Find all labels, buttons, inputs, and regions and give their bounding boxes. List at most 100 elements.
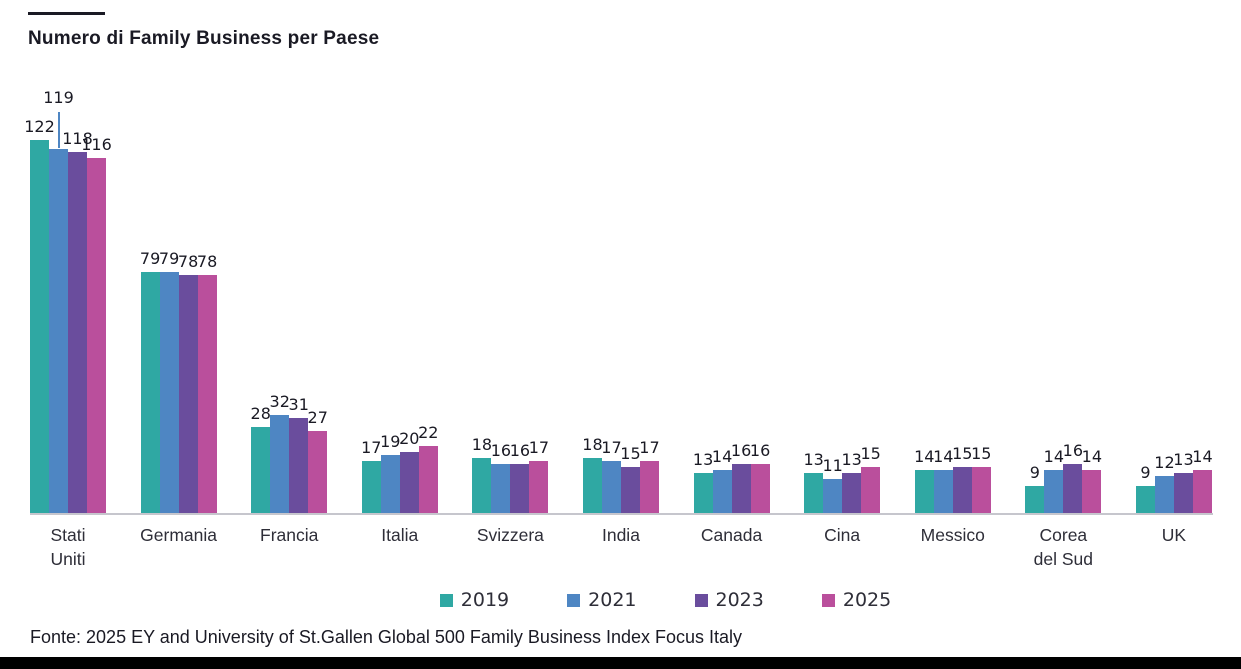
legend-item-2019: 2019 (439, 589, 509, 611)
bar-2021-corea-del-sud: 14 (1044, 449, 1064, 513)
bar-value-label: 16 (749, 441, 771, 461)
bar-2025-cina: 15 (860, 446, 881, 513)
bar-2025-canada: 16 (750, 443, 770, 513)
bar-value-label: 13 (692, 450, 714, 470)
bar-2019-stati-uniti: 122 (24, 119, 55, 513)
x-label-text: Svizzera (476, 525, 544, 545)
bar-2019-canada: 13 (693, 452, 713, 513)
bar-value-label: 17 (639, 438, 660, 457)
bar-value-label: 119 (43, 88, 74, 108)
legend-swatch-icon (821, 593, 835, 607)
bar-value-label: 15 (620, 444, 641, 464)
x-label-germania: Germania (140, 524, 218, 571)
bar-2021-italia: 19 (380, 433, 400, 513)
bar-value-label: 27 (307, 407, 328, 427)
bar-2021-india: 17 (601, 440, 622, 513)
legend-item-2025: 2025 (821, 589, 892, 611)
x-label-text: Cina (824, 525, 861, 545)
x-label-canada: Canada (694, 524, 770, 571)
bar-value-label: 116 (81, 135, 112, 155)
bar-value-label: 19 (380, 431, 401, 451)
bar-2019-italia: 17 (361, 440, 381, 513)
legend-swatch-icon (567, 593, 581, 607)
x-label-text: Italia (381, 525, 419, 545)
x-label-text: Canada (700, 525, 763, 545)
bar-value-label: 16 (509, 441, 531, 461)
x-label-text: Messico (920, 525, 985, 545)
label-leader-line (57, 112, 60, 149)
bar-2025-italia: 22 (418, 424, 438, 513)
x-label-uk: UK (1136, 524, 1212, 571)
legend-label: 2025 (842, 589, 892, 611)
bar-2021-messico: 14 (933, 449, 953, 513)
bar-value-label: 17 (528, 438, 550, 457)
bar-value-label: 12 (1154, 453, 1175, 473)
x-label-cina: Cina (804, 524, 880, 571)
bar-group-india: 18 17 15 17 (582, 73, 660, 513)
bar-2019-corea-del-sud: 9 (1025, 464, 1045, 513)
bar-2019-india: 18 (582, 437, 603, 513)
bar-value-label: 14 (711, 447, 733, 467)
accent-rule (28, 12, 105, 15)
bar-2021-francia: 32 (270, 394, 290, 513)
bar-value-label: 122 (24, 117, 55, 136)
x-label-svizzera: Svizzera (472, 524, 548, 571)
x-label-text: Germania (140, 525, 218, 545)
bar-value-label: 31 (288, 395, 309, 415)
bar-2019-svizzera: 18 (472, 437, 492, 513)
x-axis-line (30, 513, 1213, 515)
bar-value-label: 14 (914, 447, 935, 467)
legend-item-2021: 2021 (567, 589, 637, 611)
bar-value-label: 14 (1081, 447, 1103, 467)
bar-value-label: 14 (1043, 447, 1065, 467)
bar-2023-italia: 20 (399, 430, 419, 513)
bar-value-label: 11 (822, 456, 843, 476)
bar-group-canada: 13 14 16 16 (693, 73, 770, 513)
bar-group-francia: 28 32 31 27 (251, 73, 328, 513)
bar-2021-germania: 79 (159, 250, 179, 513)
bar-value-label: 13 (841, 450, 862, 470)
bar-value-label: 16 (1062, 441, 1084, 461)
bar-group-corea-del-sud: 9 14 16 14 (1025, 73, 1102, 513)
bar-value-label: 14 (1192, 447, 1213, 467)
x-label-text: Corea del Sud (1033, 525, 1094, 569)
bar-group-stati-uniti: 122 119 118 116 (24, 73, 112, 513)
bar-2025-india: 17 (639, 440, 660, 513)
bar-2021-svizzera: 16 (491, 443, 511, 513)
legend-label: 2023 (715, 589, 764, 611)
chart-title: Numero di Family Business per Paese (28, 28, 380, 49)
bar-2019-francia: 28 (251, 406, 271, 513)
plot-area: 122 119 118 116 79 79 78 78 28 32 31 27 17 19 20 22 18 16… (24, 73, 1213, 513)
bar-value-label: 18 (582, 435, 603, 454)
legend-swatch-icon (439, 593, 453, 607)
bar-2023-germania: 78 (178, 253, 198, 513)
bar-value-label: 118 (62, 129, 93, 149)
bar-value-label: 17 (601, 438, 622, 457)
bar-2025-messico: 15 (971, 446, 991, 513)
bar-group-svizzera: 18 16 16 17 (472, 73, 550, 513)
bar-2023-stati-uniti: 118 (62, 131, 93, 513)
bar-group-italia: 17 19 20 22 (361, 73, 438, 513)
bar-value-label: 16 (730, 441, 752, 461)
x-label-messico: Messico (915, 524, 991, 571)
bottom-bar (0, 657, 1241, 669)
x-label-text: Stati Uniti (50, 525, 86, 569)
bar-2023-messico: 15 (952, 446, 972, 513)
bar-2025-corea-del-sud: 14 (1082, 449, 1102, 513)
legend-item-2023: 2023 (694, 589, 764, 611)
bar-value-label: 18 (471, 435, 493, 454)
bar-value-label: 16 (490, 441, 512, 461)
bar-value-label: 15 (952, 444, 973, 464)
bar-2021-cina: 11 (822, 458, 843, 513)
bar-2021-canada: 14 (712, 449, 732, 513)
bar-2025-germania: 78 (197, 253, 217, 513)
legend: 2019 2021 2023 2025 (0, 589, 1241, 611)
bar-2019-germania: 79 (140, 250, 160, 513)
bar-group-messico: 14 14 15 15 (914, 73, 991, 513)
bar-group-uk: 9 12 13 14 (1135, 73, 1213, 513)
bar-value-label: 17 (361, 438, 382, 457)
bar-value-label: 79 (139, 248, 161, 268)
bar-value-label: 13 (1173, 450, 1194, 470)
bar-2025-uk: 14 (1192, 449, 1213, 513)
bar-value-label: 20 (399, 428, 420, 448)
